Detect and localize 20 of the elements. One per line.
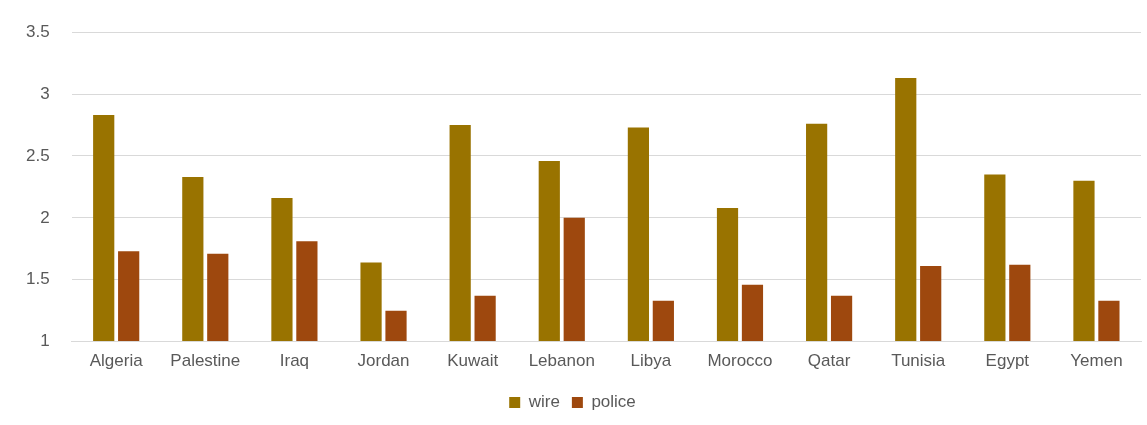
x-tick-label: Lebanon [528,351,595,371]
x-tick-label: Tunisia [891,351,946,371]
x-tick-label: Libya [630,351,672,371]
x-tick-label: Morocco [707,351,773,371]
x-tick-label: Iraq [279,351,310,371]
y-tick-label: 2 [40,207,50,227]
x-tick-label: Algeria [89,351,144,371]
y-tick-label: 3.5 [25,21,50,41]
x-tick-label: Palestine [170,351,241,371]
x-tick-label: Qatar [807,351,851,371]
y-tick-label: 1.5 [25,269,50,289]
x-tick-label: Kuwait [447,351,499,371]
x-tick-label: Yemen [1070,351,1123,371]
y-tick-label: 1 [40,331,50,351]
legend-label: wire [527,392,560,412]
x-tick-label: Jordan [357,351,410,371]
legend-label: police [591,392,636,412]
y-tick-label: 3 [40,83,50,103]
y-tick-label: 2.5 [25,145,50,165]
x-tick-label: Egypt [985,351,1030,371]
